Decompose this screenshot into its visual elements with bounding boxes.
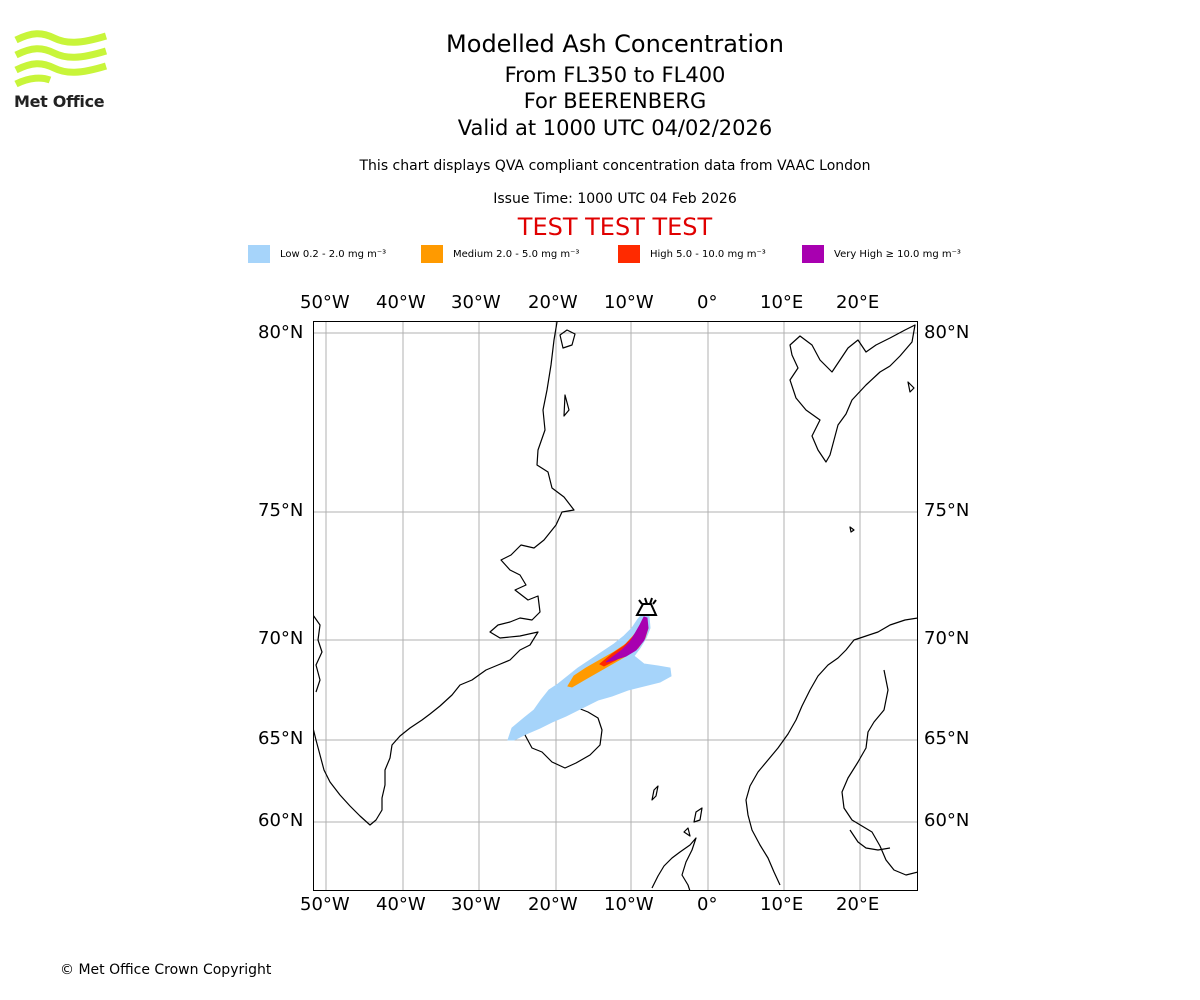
- lat-label-left: 80°N: [258, 322, 304, 343]
- legend-high: High 5.0 - 10.0 mg m⁻³: [618, 244, 766, 264]
- lon-label-bottom: 40°W: [376, 894, 426, 915]
- lon-label-bottom: 10°E: [760, 894, 804, 915]
- copyright: © Met Office Crown Copyright: [60, 962, 272, 978]
- legend-very-high: Very High ≥ 10.0 mg m⁻³: [802, 244, 961, 264]
- lon-label-top: 50°W: [300, 292, 350, 313]
- lon-label-top: 10°W: [604, 292, 654, 313]
- legend-label-low: Low 0.2 - 2.0 mg m⁻³: [280, 248, 387, 260]
- lon-label-bottom: 20°W: [528, 894, 578, 915]
- map-frame: [313, 321, 918, 891]
- lat-label-right: 70°N: [924, 628, 970, 649]
- lon-label-top: 40°W: [376, 292, 426, 313]
- chart-subtitle: This chart displays QVA compliant concen…: [359, 158, 871, 174]
- lat-label-left: 75°N: [258, 500, 304, 521]
- lat-label-left: 65°N: [258, 728, 304, 749]
- coastline-uk: [651, 837, 697, 890]
- lon-label-top: 10°E: [760, 292, 804, 313]
- logo-text: Met Office: [14, 92, 105, 111]
- legend-label-medium: Medium 2.0 - 5.0 mg m⁻³: [453, 248, 580, 260]
- coastline-scandinavia: [745, 617, 917, 886]
- lon-label-top: 30°W: [451, 292, 501, 313]
- lat-label-left: 70°N: [258, 628, 304, 649]
- ash-plume: [507, 611, 672, 741]
- legend-low: Low 0.2 - 2.0 mg m⁻³: [248, 244, 386, 264]
- ash-very-high-area: [605, 616, 649, 663]
- coastline-greenland: [314, 322, 575, 826]
- lon-label-bottom: 50°W: [300, 894, 350, 915]
- lon-label-bottom: 0°: [697, 894, 718, 915]
- met-office-logo: [14, 30, 108, 88]
- lon-label-top: 20°W: [528, 292, 578, 313]
- lat-label-right: 75°N: [924, 500, 970, 521]
- map-gridlines: [314, 322, 917, 890]
- coastline-svalbard: [789, 324, 916, 463]
- valid-time: Valid at 1000 UTC 04/02/2026: [457, 116, 773, 140]
- legend-medium: Medium 2.0 - 5.0 mg m⁻³: [421, 244, 579, 264]
- lat-label-left: 60°N: [258, 810, 304, 831]
- lon-label-bottom: 20°E: [836, 894, 880, 915]
- legend-label-high: High 5.0 - 10.0 mg m⁻³: [650, 248, 766, 260]
- lon-label-top: 20°E: [836, 292, 880, 313]
- lon-label-top: 0°: [697, 292, 718, 313]
- legend-swatch-high: [618, 245, 640, 263]
- issue-time: Issue Time: 1000 UTC 04 Feb 2026: [493, 191, 737, 207]
- test-banner: TEST TEST TEST: [517, 213, 713, 241]
- lat-label-right: 80°N: [924, 322, 970, 343]
- chart-title: Modelled Ash Concentration: [446, 30, 784, 58]
- volcano-name: For BEERENBERG: [523, 89, 707, 113]
- legend-label-very-high: Very High ≥ 10.0 mg m⁻³: [834, 248, 961, 260]
- legend-swatch-low: [248, 245, 270, 263]
- lat-label-right: 65°N: [924, 728, 970, 749]
- volcano-icon: [635, 597, 658, 616]
- lon-label-bottom: 30°W: [451, 894, 501, 915]
- ash-map: [313, 321, 918, 891]
- coastlines: [314, 322, 917, 890]
- legend-swatch-medium: [421, 245, 443, 263]
- legend-swatch-very-high: [802, 245, 824, 263]
- flight-level-range: From FL350 to FL400: [504, 63, 726, 87]
- lon-label-bottom: 10°W: [604, 894, 654, 915]
- lat-label-right: 60°N: [924, 810, 970, 831]
